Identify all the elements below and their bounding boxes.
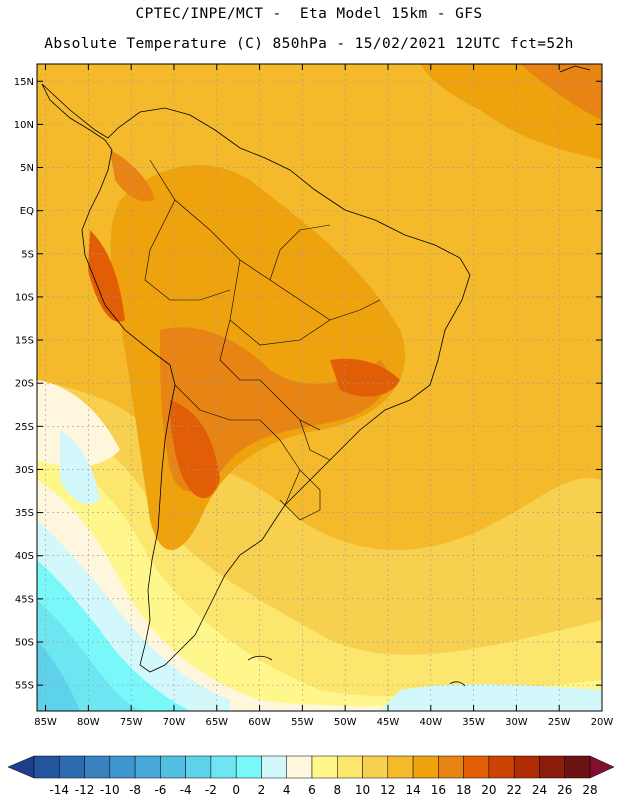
colorbar-box bbox=[513, 755, 540, 779]
colorbar-label: 18 bbox=[456, 783, 471, 797]
colorbar-box bbox=[362, 755, 389, 779]
lat-tick-label: 30S bbox=[15, 465, 34, 476]
title-line-1: CPTEC/INPE/MCT - Eta Model 15km - GFS bbox=[135, 6, 483, 22]
lat-tick-label: EQ bbox=[20, 206, 34, 217]
lat-tick-label: 5N bbox=[20, 163, 34, 174]
colorbar-label: 20 bbox=[481, 783, 496, 797]
lon-tick-label: 60W bbox=[248, 717, 271, 728]
colorbar-label: 14 bbox=[405, 783, 420, 797]
colorbar-right-triangle bbox=[589, 755, 615, 779]
longitude-axis: 85W 80W 75W 70W 65W 60W 55W 50W 45W 40W 35W 30W 25W 2… bbox=[34, 64, 613, 728]
colorbar-label: -4 bbox=[180, 783, 192, 797]
lon-tick-label: 25W bbox=[548, 717, 571, 728]
colorbar-label: 10 bbox=[355, 783, 370, 797]
colorbar-label: -10 bbox=[100, 783, 120, 797]
colorbar-box bbox=[387, 755, 414, 779]
colorbar-label: 24 bbox=[532, 783, 547, 797]
lon-tick-label: 55W bbox=[291, 717, 314, 728]
lon-tick-label: 80W bbox=[77, 717, 100, 728]
lon-tick-label: 70W bbox=[163, 717, 186, 728]
colorbar-label: -6 bbox=[154, 783, 166, 797]
lat-tick-label: 35S bbox=[15, 508, 34, 519]
colorbar-label: 16 bbox=[431, 783, 446, 797]
colorbar-box bbox=[286, 755, 313, 779]
lat-tick-label: 45S bbox=[15, 594, 34, 605]
lat-tick-label: 50S bbox=[15, 637, 34, 648]
colorbar-label: 8 bbox=[333, 783, 341, 797]
colorbar-box bbox=[337, 755, 363, 779]
coastline bbox=[41, 65, 591, 687]
colorbar-box bbox=[160, 755, 186, 779]
colorbar-box bbox=[210, 755, 237, 779]
colorbar-box bbox=[261, 755, 287, 779]
colorbar-label: 28 bbox=[582, 783, 597, 797]
country-borders bbox=[144, 159, 381, 521]
title-line-2: Absolute Temperature (C) 850hPa - 15/02/… bbox=[44, 36, 574, 52]
lon-tick-label: 40W bbox=[419, 717, 442, 728]
colorbar-label: -8 bbox=[129, 783, 141, 797]
colorbar-box bbox=[235, 755, 262, 779]
colorbar-label: -14 bbox=[49, 783, 69, 797]
colorbar-label: -2 bbox=[205, 783, 217, 797]
colorbar-label: 2 bbox=[258, 783, 266, 797]
colorbar-label: 6 bbox=[308, 783, 316, 797]
colorbar-box bbox=[134, 755, 161, 779]
colorbar-label: 4 bbox=[283, 783, 291, 797]
lat-lon-grid bbox=[37, 64, 603, 711]
lat-tick-label: 15S bbox=[15, 336, 34, 347]
colorbar-box bbox=[311, 755, 338, 779]
colorbar-box bbox=[488, 755, 515, 779]
map-frame bbox=[36, 63, 603, 712]
colorbar-labels: -14 -12 -10 -8 -6 -4 -2 0 2 4 6 8 10 12 14 16 18 20 22 24 26… bbox=[49, 783, 597, 797]
colorbar-left-triangle bbox=[7, 755, 35, 779]
colorbar-box bbox=[438, 755, 464, 779]
colorbar-box bbox=[564, 755, 591, 779]
colorbar-label: 0 bbox=[232, 783, 240, 797]
lat-tick-label: 10S bbox=[15, 292, 34, 303]
lon-tick-label: 85W bbox=[34, 717, 57, 728]
lat-tick-label: 10N bbox=[14, 120, 34, 131]
lon-tick-label: 20W bbox=[591, 717, 614, 728]
lat-tick-label: 55S bbox=[15, 681, 34, 692]
colorbar-box bbox=[33, 755, 60, 779]
lon-tick-label: 50W bbox=[334, 717, 357, 728]
colorbar-box bbox=[185, 755, 212, 779]
lon-tick-label: 35W bbox=[462, 717, 485, 728]
lat-tick-label: 5S bbox=[21, 249, 34, 260]
colorbar-box bbox=[412, 755, 439, 779]
lon-tick-label: 75W bbox=[120, 717, 143, 728]
colorbar-box bbox=[109, 755, 136, 779]
lat-tick-label: 20S bbox=[15, 379, 34, 390]
lat-tick-label: 40S bbox=[15, 551, 34, 562]
colorbar-label: 12 bbox=[380, 783, 395, 797]
lon-tick-label: 65W bbox=[205, 717, 228, 728]
colorbar-box bbox=[84, 755, 111, 779]
colorbar-box bbox=[539, 755, 565, 779]
lat-tick-label: 15N bbox=[14, 77, 34, 88]
colorbar-box bbox=[59, 755, 85, 779]
lat-tick-label: 25S bbox=[15, 422, 34, 433]
colorbar-box bbox=[463, 755, 490, 779]
lon-tick-label: 30W bbox=[505, 717, 528, 728]
temperature-field bbox=[37, 64, 602, 711]
latitude-axis: 15N 10N 5N EQ 5S 10S 15S 20S 25S 30S 35S 40S 45S 50S 5… bbox=[14, 77, 602, 692]
colorbar bbox=[7, 755, 615, 779]
lon-tick-label: 45W bbox=[377, 717, 400, 728]
colorbar-label: 26 bbox=[557, 783, 572, 797]
colorbar-label: 22 bbox=[507, 783, 522, 797]
colorbar-label: -12 bbox=[75, 783, 95, 797]
